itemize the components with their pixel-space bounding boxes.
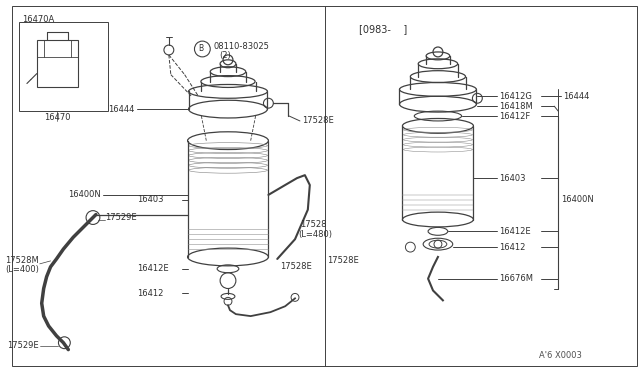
Text: 16412F: 16412F xyxy=(499,112,531,121)
Text: (2): (2) xyxy=(219,51,231,60)
Text: 16400N: 16400N xyxy=(68,190,101,199)
Text: B: B xyxy=(198,45,203,54)
Text: 16412: 16412 xyxy=(499,243,525,251)
Text: (L=480): (L=480) xyxy=(298,230,332,239)
Text: 16470: 16470 xyxy=(44,113,71,122)
Text: (L=400): (L=400) xyxy=(5,265,39,274)
Text: 16412G: 16412G xyxy=(499,92,532,101)
Text: 16418M: 16418M xyxy=(499,102,533,110)
Text: 17528M: 17528M xyxy=(5,256,39,265)
Text: 16470A: 16470A xyxy=(22,15,54,24)
Text: 17529E: 17529E xyxy=(105,213,136,222)
Text: 16403: 16403 xyxy=(499,174,525,183)
Text: 16444: 16444 xyxy=(563,92,589,101)
Text: 16676M: 16676M xyxy=(499,274,533,283)
Text: 16412: 16412 xyxy=(138,289,164,298)
Text: 17528E: 17528E xyxy=(302,116,333,125)
Text: 17528E: 17528E xyxy=(328,256,359,265)
Text: 16444: 16444 xyxy=(108,105,134,113)
Bar xyxy=(36,40,78,87)
Text: 17528E: 17528E xyxy=(280,262,312,271)
Text: 16403: 16403 xyxy=(138,195,164,204)
Text: A'6 X0003: A'6 X0003 xyxy=(540,351,582,360)
Text: 17529E: 17529E xyxy=(7,341,39,350)
Text: [0983-    ]: [0983- ] xyxy=(359,24,407,34)
Text: 17528: 17528 xyxy=(300,220,326,229)
Text: 16400N: 16400N xyxy=(561,195,594,204)
Text: 08110-83025: 08110-83025 xyxy=(213,42,269,51)
Text: 16412E: 16412E xyxy=(499,227,531,236)
Bar xyxy=(19,22,108,111)
Text: 16412E: 16412E xyxy=(138,264,169,273)
